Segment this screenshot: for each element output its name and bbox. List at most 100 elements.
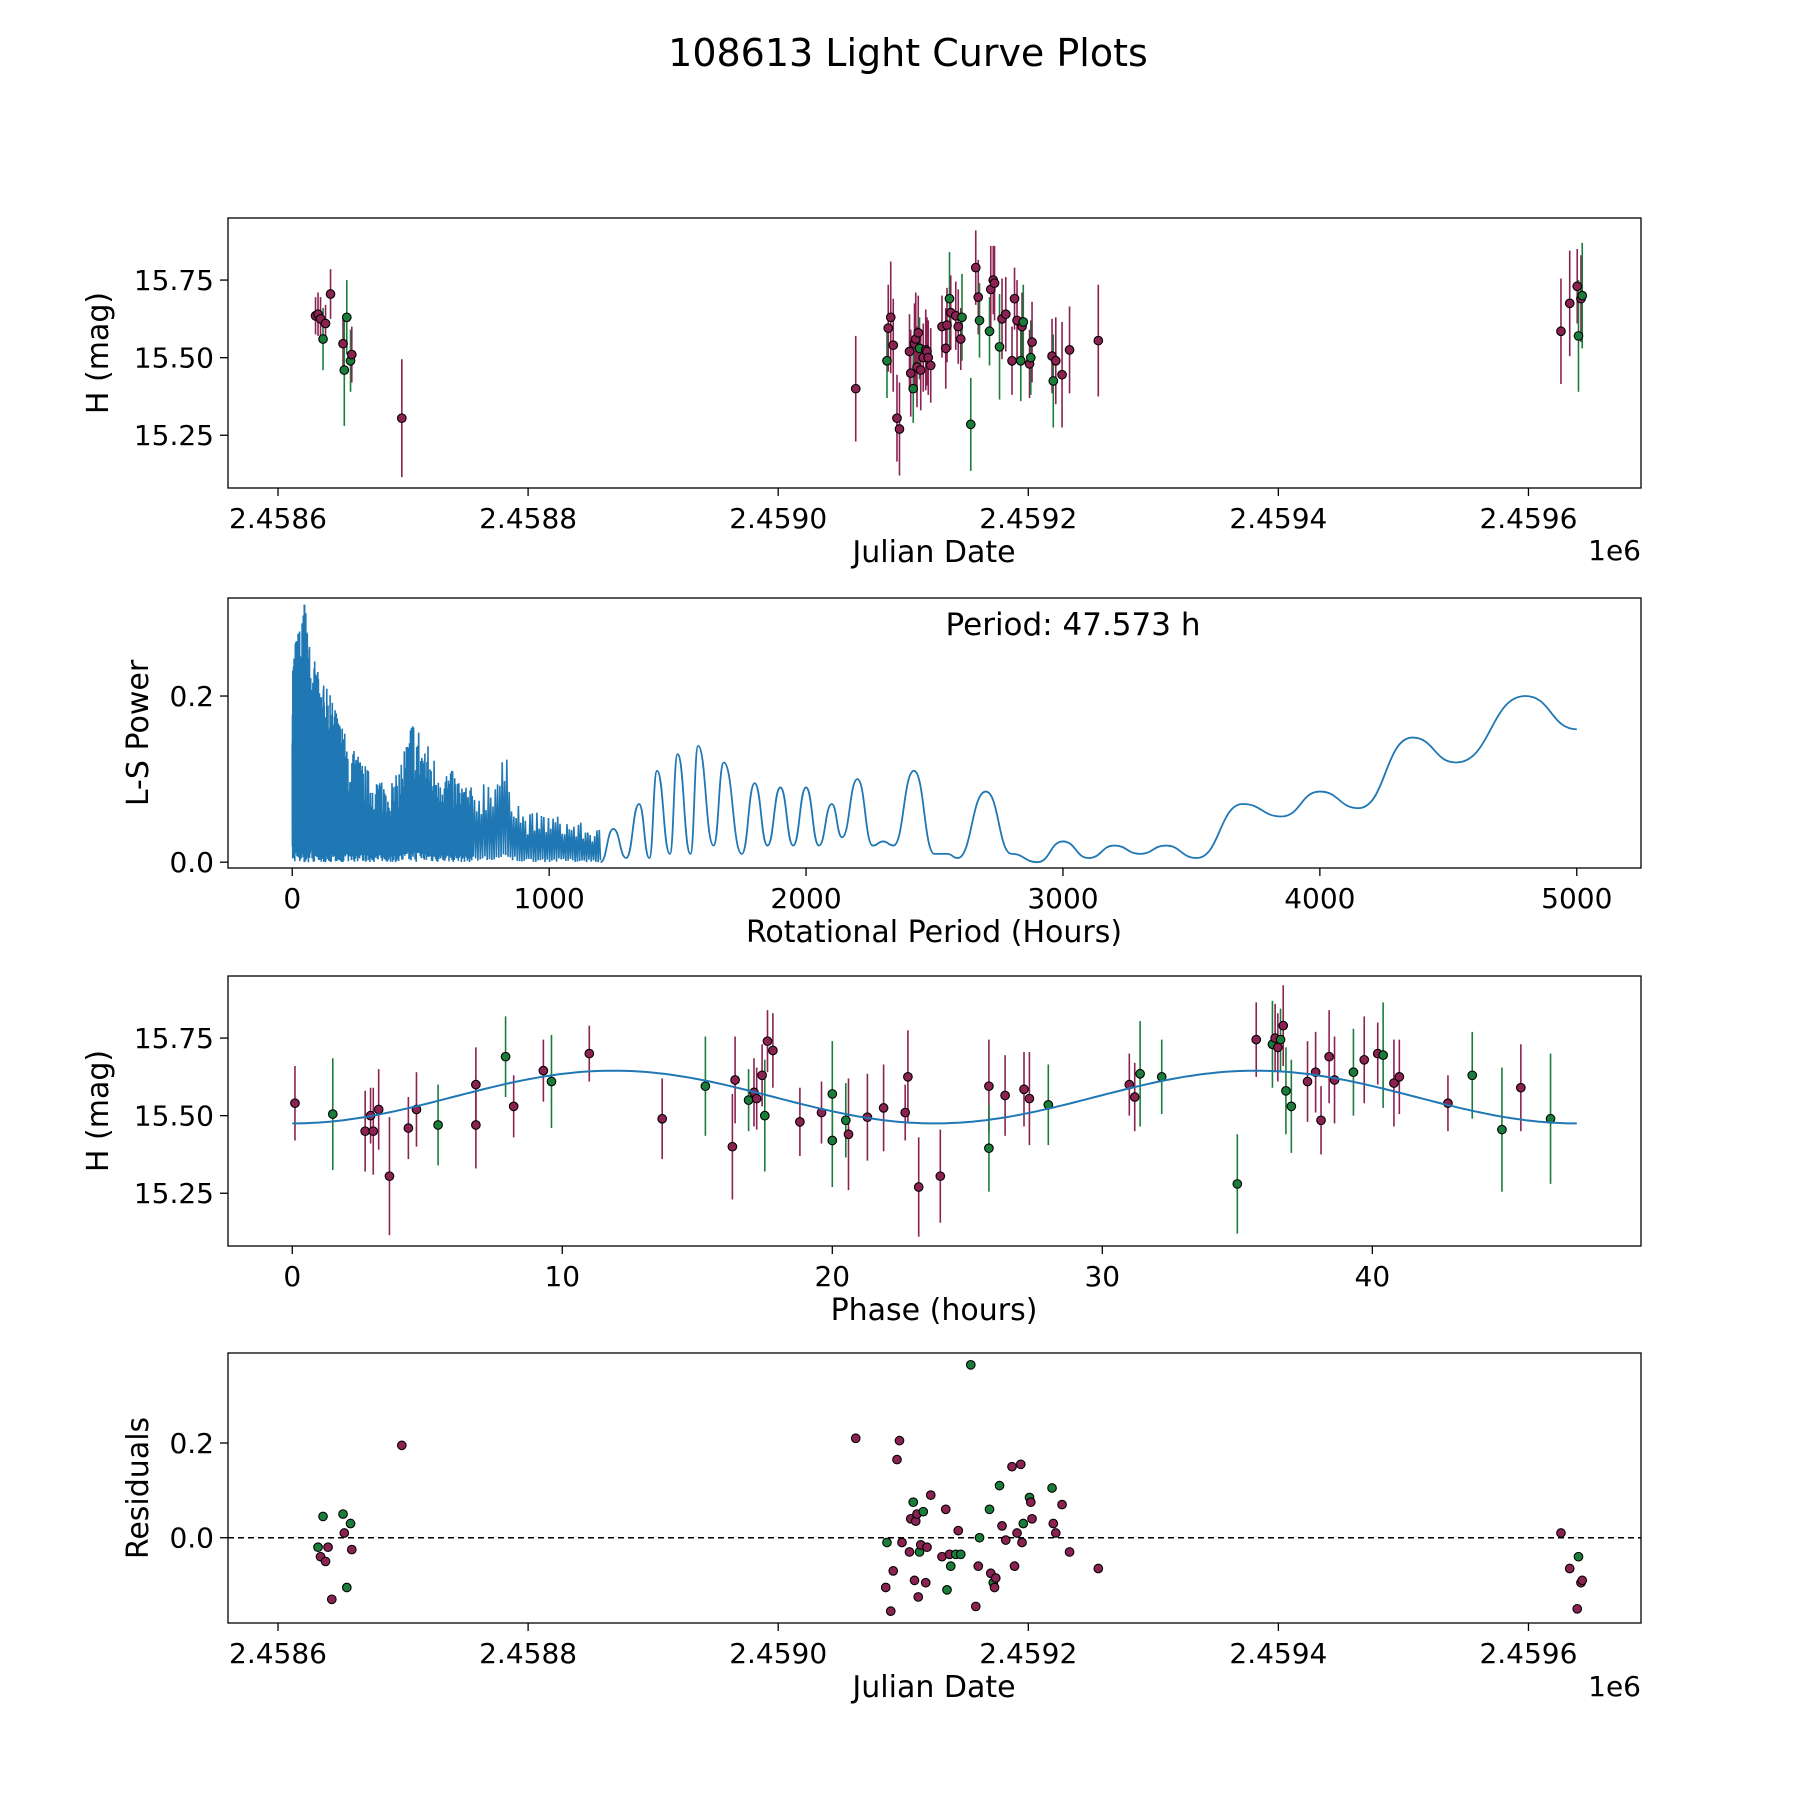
lightcurve-offset-text: 1e6 <box>1588 534 1641 567</box>
data-point <box>920 1577 931 1588</box>
data-point <box>1564 298 1575 309</box>
data-point <box>403 1123 414 1133</box>
data-point <box>1050 1528 1061 1538</box>
data-point <box>904 346 915 357</box>
x-tick-label: 2.4596 <box>1479 502 1577 535</box>
periodogram-plot-area <box>291 604 1577 864</box>
data-point <box>1278 1020 1289 1031</box>
data-point <box>1009 1561 1020 1572</box>
data-point <box>953 1525 964 1536</box>
data-point <box>897 1537 907 1548</box>
data-point <box>970 262 981 273</box>
data-point <box>1012 1528 1022 1538</box>
data-point <box>360 1126 371 1137</box>
data-point <box>384 1171 395 1182</box>
x-tick-label: 30 <box>1084 1260 1120 1293</box>
data-point <box>942 320 952 330</box>
periodogram-smooth-series <box>600 695 1577 864</box>
x-tick-label: 2.4592 <box>979 502 1077 535</box>
x-tick-label: 2.4592 <box>979 1637 1077 1670</box>
data-point <box>346 349 357 360</box>
data-point <box>885 312 896 323</box>
data-point <box>546 1076 557 1087</box>
data-point <box>892 1454 902 1465</box>
data-point <box>990 1573 1001 1583</box>
data-point <box>433 1120 443 1130</box>
data-point <box>989 1582 1000 1593</box>
data-point <box>1359 1054 1370 1065</box>
data-point <box>1378 1050 1388 1060</box>
data-point <box>973 292 984 302</box>
lightcurve-frame <box>227 217 1642 489</box>
data-point <box>953 321 964 332</box>
data-point <box>500 1051 511 1062</box>
data-point <box>341 312 352 323</box>
data-point <box>1389 1078 1399 1088</box>
y-tick-label: 0.2 <box>169 680 214 713</box>
data-point <box>973 1561 984 1572</box>
x-tick-label: 10 <box>544 1260 580 1293</box>
data-point <box>1018 1518 1029 1529</box>
data-point <box>1057 1499 1067 1510</box>
data-point <box>827 1135 838 1146</box>
data-point <box>339 1528 350 1538</box>
data-point <box>1573 1551 1584 1562</box>
data-point <box>1251 1034 1262 1045</box>
data-point <box>1394 1072 1405 1082</box>
data-point <box>894 1435 905 1446</box>
data-point <box>1048 1518 1059 1529</box>
data-point <box>759 1110 770 1121</box>
residuals-ylabel: Residuals <box>121 1417 156 1559</box>
figure-title: 108613 Light Curve Plots <box>668 31 1148 75</box>
data-point <box>368 1126 379 1137</box>
y-tick-label: 15.50 <box>134 1100 214 1133</box>
data-point <box>965 419 976 430</box>
y-tick-label: 0.0 <box>169 1522 214 1555</box>
data-point <box>1348 1067 1359 1078</box>
x-tick-label: 2.4588 <box>479 1637 577 1670</box>
data-point <box>880 1582 891 1593</box>
data-point <box>325 289 336 299</box>
data-point <box>903 1072 913 1082</box>
data-point <box>338 338 348 349</box>
phased-xlabel: Phase (hours) <box>831 1293 1038 1328</box>
data-point <box>965 1359 976 1370</box>
x-tick-label: 0 <box>283 882 301 915</box>
x-tick-label: 2.4586 <box>229 1637 327 1670</box>
data-point <box>318 1511 328 1522</box>
data-point <box>1048 376 1059 386</box>
data-point <box>471 1120 481 1130</box>
data-point <box>1050 355 1061 366</box>
data-point <box>373 1104 384 1115</box>
data-point <box>1047 1483 1057 1493</box>
data-point <box>757 1070 767 1081</box>
data-point <box>957 312 967 323</box>
data-point <box>341 1582 352 1593</box>
data-point <box>925 360 936 371</box>
residuals-offset-text: 1e6 <box>1588 1670 1641 1703</box>
y-tick-label: 15.75 <box>134 1022 214 1055</box>
data-point <box>795 1117 805 1127</box>
lightcurve-panel: 2.4586 2.4588 2.4590 2.4592 2.4594 2.4596 15.2… <box>81 217 1642 570</box>
data-point <box>1281 1085 1291 1096</box>
model-curve <box>292 1069 1577 1125</box>
data-point <box>1556 326 1566 337</box>
data-point <box>900 1107 911 1118</box>
x-tick-label: 5000 <box>1541 882 1612 915</box>
data-point <box>955 334 966 344</box>
x-tick-label: 2.4596 <box>1479 1637 1577 1670</box>
data-point <box>918 1506 929 1517</box>
data-point <box>908 383 919 394</box>
data-point <box>888 1566 899 1576</box>
data-point <box>989 278 1000 289</box>
y-tick-label: 0.0 <box>169 846 214 879</box>
data-point <box>888 340 899 351</box>
data-point <box>762 1036 773 1047</box>
x-tick-label: 3000 <box>1027 882 1098 915</box>
data-point <box>768 1045 778 1056</box>
data-point <box>970 1601 981 1612</box>
data-point <box>922 1542 932 1553</box>
x-tick-label: 2000 <box>770 882 841 915</box>
data-point <box>323 1542 333 1553</box>
residuals-panel: 2.4586 2.4588 2.4590 2.4592 2.4594 2.4596 0.0 0… <box>121 1352 1642 1705</box>
